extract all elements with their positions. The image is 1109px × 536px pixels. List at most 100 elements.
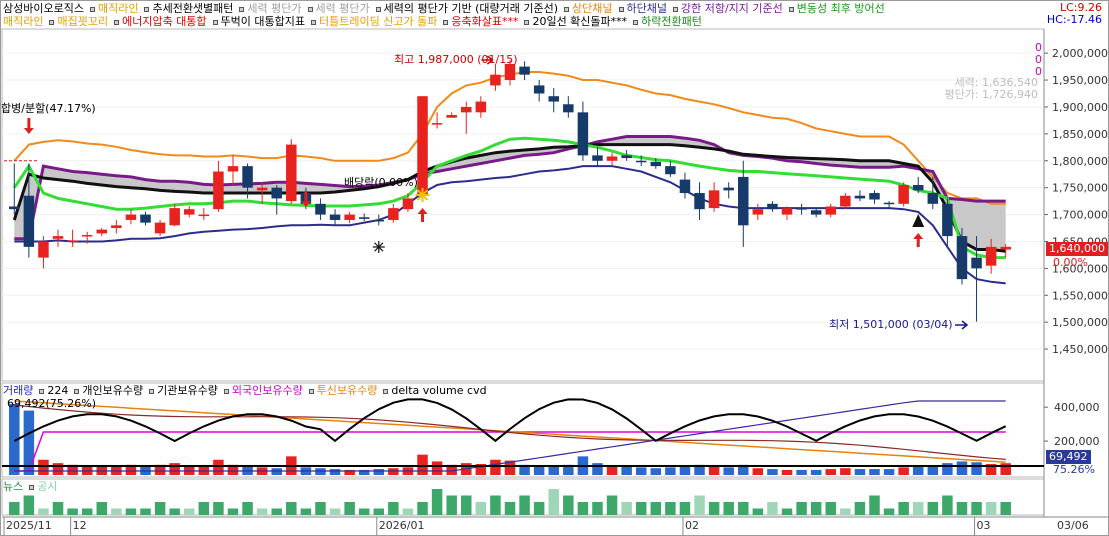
candle-body[interactable] bbox=[344, 214, 355, 220]
candle-body[interactable] bbox=[650, 161, 662, 167]
news-bar[interactable] bbox=[708, 502, 720, 515]
news-bar[interactable] bbox=[985, 502, 997, 515]
news-bar[interactable] bbox=[183, 508, 195, 516]
candle-body[interactable] bbox=[271, 187, 282, 199]
volume-bar[interactable] bbox=[621, 466, 632, 475]
news-bar[interactable] bbox=[242, 502, 253, 515]
news-bar[interactable] bbox=[840, 508, 851, 516]
candle-body[interactable] bbox=[898, 184, 909, 204]
news-bar[interactable] bbox=[23, 495, 35, 516]
volume-bar[interactable] bbox=[475, 463, 487, 475]
news-bar[interactable] bbox=[38, 508, 49, 516]
volume-bar[interactable] bbox=[358, 469, 370, 475]
news-bar[interactable] bbox=[111, 508, 122, 516]
candle-body[interactable] bbox=[402, 198, 414, 210]
news-bar[interactable] bbox=[956, 502, 968, 515]
news-bar[interactable] bbox=[388, 502, 399, 515]
volume-bar[interactable] bbox=[125, 464, 137, 475]
volume-bar[interactable] bbox=[417, 454, 428, 475]
volume-legend-item-0[interactable]: 거래량 bbox=[3, 384, 33, 398]
volume-bar[interactable] bbox=[271, 468, 282, 475]
news-bar[interactable] bbox=[781, 508, 793, 516]
candle-body[interactable] bbox=[373, 219, 385, 222]
volume-bar[interactable] bbox=[67, 464, 78, 475]
candle-body[interactable] bbox=[504, 63, 516, 81]
candle-body[interactable] bbox=[694, 193, 705, 210]
volume-bar[interactable] bbox=[942, 463, 953, 475]
candle-body[interactable] bbox=[67, 240, 78, 242]
news-bar[interactable] bbox=[358, 508, 370, 516]
volume-bar[interactable] bbox=[738, 464, 749, 475]
legend-row1-item-8[interactable]: 강한 저항/지지 기준선 bbox=[672, 2, 783, 16]
candle-body[interactable] bbox=[81, 235, 93, 237]
news-bar[interactable] bbox=[417, 502, 428, 515]
volume-bar[interactable] bbox=[650, 468, 662, 475]
candle-body[interactable] bbox=[533, 85, 545, 94]
volume-bar[interactable] bbox=[781, 469, 793, 475]
candle-body[interactable] bbox=[985, 246, 997, 266]
candle-body[interactable] bbox=[621, 155, 632, 159]
candle-body[interactable] bbox=[796, 208, 807, 210]
volume-bar[interactable] bbox=[635, 467, 647, 475]
news-bar[interactable] bbox=[635, 502, 647, 515]
candle-body[interactable] bbox=[490, 74, 501, 86]
candle-body[interactable] bbox=[971, 257, 982, 269]
volume-bar[interactable] bbox=[533, 465, 545, 475]
news-bar[interactable] bbox=[329, 508, 341, 516]
volume-bar[interactable] bbox=[9, 403, 20, 475]
candle-body[interactable] bbox=[140, 214, 151, 223]
volume-bar[interactable] bbox=[956, 461, 968, 475]
news-bar[interactable] bbox=[67, 508, 78, 516]
volume-bar[interactable] bbox=[606, 465, 618, 475]
news-bar[interactable] bbox=[606, 495, 618, 516]
volume-legend-item-4[interactable]: 외국인보유수량 bbox=[223, 384, 303, 398]
volume-bar[interactable] bbox=[111, 465, 122, 475]
news-bar[interactable] bbox=[810, 502, 822, 515]
news-bar[interactable] bbox=[1000, 502, 1011, 515]
news-bar[interactable] bbox=[52, 502, 64, 515]
volume-bar[interactable] bbox=[315, 468, 326, 475]
news-bar[interactable] bbox=[315, 502, 326, 515]
volume-bar[interactable] bbox=[213, 459, 224, 475]
volume-bar[interactable] bbox=[752, 468, 764, 475]
legend-row2-item-3[interactable]: 뚜벅이 대통합지표 bbox=[212, 15, 305, 29]
volume-legend-item-5[interactable]: 투신보유수량 bbox=[308, 384, 377, 398]
news-bar[interactable] bbox=[825, 502, 837, 515]
candle-body[interactable] bbox=[1000, 246, 1011, 250]
candle-body[interactable] bbox=[781, 208, 793, 215]
volume-legend-item-1[interactable]: 224 bbox=[39, 384, 68, 398]
volume-bar[interactable] bbox=[388, 468, 399, 475]
volume-bar[interactable] bbox=[227, 464, 239, 475]
legend-row2-item-0[interactable]: 매직라인 bbox=[3, 15, 43, 29]
legend-row1-item-4[interactable]: 세력 평단가 bbox=[307, 2, 370, 16]
candle-body[interactable] bbox=[169, 208, 180, 226]
legend-row1-item-3[interactable]: 세력 평단가 bbox=[239, 2, 302, 16]
news-bar[interactable] bbox=[869, 495, 880, 516]
news-bar[interactable] bbox=[140, 508, 151, 516]
legend-row1-item-7[interactable]: 하단채널 bbox=[618, 2, 667, 16]
news-bar[interactable] bbox=[9, 502, 20, 515]
candle-body[interactable] bbox=[810, 210, 822, 215]
candle-body[interactable] bbox=[956, 236, 968, 280]
volume-bar[interactable] bbox=[927, 466, 939, 475]
news-bar[interactable] bbox=[592, 502, 603, 515]
candle-body[interactable] bbox=[125, 214, 137, 220]
news-legend-item-1[interactable]: 공시 bbox=[29, 480, 58, 494]
candle-body[interactable] bbox=[329, 214, 341, 220]
candle-body[interactable] bbox=[869, 193, 880, 200]
news-bar[interactable] bbox=[431, 489, 443, 515]
news-bar[interactable] bbox=[344, 502, 355, 515]
candle-body[interactable] bbox=[665, 166, 676, 175]
candle-body[interactable] bbox=[38, 241, 49, 258]
news-bar[interactable] bbox=[475, 502, 487, 515]
candle-body[interactable] bbox=[227, 166, 239, 172]
volume-legend-item-2[interactable]: 개인보유수량 bbox=[74, 384, 143, 398]
candle-body[interactable] bbox=[256, 187, 268, 191]
candle-body[interactable] bbox=[417, 96, 428, 196]
news-bar[interactable] bbox=[883, 508, 895, 516]
volume-bar[interactable] bbox=[694, 464, 705, 475]
news-bar[interactable] bbox=[912, 502, 924, 515]
candle-body[interactable] bbox=[592, 155, 603, 161]
news-bar[interactable] bbox=[373, 508, 385, 516]
